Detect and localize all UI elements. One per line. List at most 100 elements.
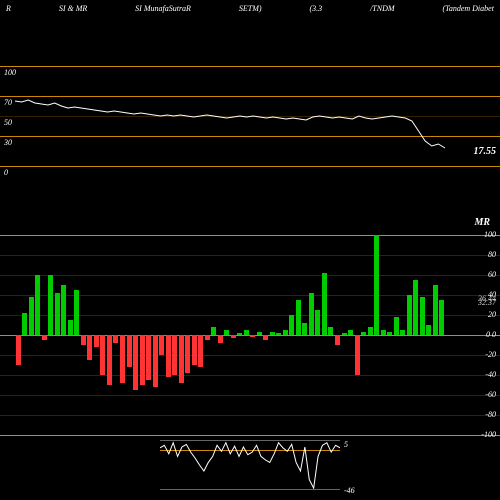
- mr-bar: [368, 327, 373, 335]
- gridline: [0, 415, 500, 416]
- gridline: [0, 275, 500, 276]
- mr-bar: [400, 330, 405, 335]
- mr-bar: [231, 335, 236, 338]
- mr-bar: [94, 335, 99, 347]
- mr-bar: [237, 333, 242, 335]
- mr-bar: [107, 335, 112, 385]
- mr-bar: [185, 335, 190, 373]
- mr-bar: [159, 335, 164, 355]
- mr-bar: [263, 335, 268, 340]
- mr-bar: [179, 335, 184, 383]
- axis-label: 0: [4, 168, 8, 177]
- gridline: [0, 435, 500, 436]
- mr-bar: [140, 335, 145, 385]
- axis-label: -46: [344, 486, 355, 495]
- axis-label: 80: [488, 250, 496, 259]
- value-label: 32.37: [478, 298, 496, 307]
- chart-header: R SI & MR SI MunafaSutraR SETM) (3.3 /TN…: [0, 0, 500, 17]
- mr-bar: [192, 335, 197, 365]
- mr-bar: [283, 330, 288, 335]
- axis-label: 5: [344, 440, 348, 449]
- mr-bar: [413, 280, 418, 335]
- mr-bar: [100, 335, 105, 375]
- mr-bar: [381, 330, 386, 335]
- mr-bar: [29, 297, 34, 335]
- mr-bar: [22, 313, 27, 335]
- mr-bar: [322, 273, 327, 335]
- mr-bar: [315, 310, 320, 335]
- header-item: (3.3: [309, 4, 322, 13]
- mr-bar: [276, 333, 281, 335]
- gridline: [0, 235, 500, 236]
- mr-bar: [61, 285, 66, 335]
- mini-line: [160, 441, 340, 489]
- mr-bar: [205, 335, 210, 340]
- mr-bar: [335, 335, 340, 345]
- axis-label: 100: [484, 230, 496, 239]
- mr-bar: [133, 335, 138, 390]
- axis-label: -40: [485, 370, 496, 379]
- gridline: [0, 355, 500, 356]
- mr-bar: [250, 335, 255, 337]
- header-item: (Tandem Diabet: [442, 4, 493, 13]
- mr-bar: [120, 335, 125, 383]
- mini-panel: 5-46: [160, 440, 340, 490]
- mr-bar: [342, 333, 347, 335]
- mr-bar: [153, 335, 158, 387]
- header-item: R: [6, 4, 11, 13]
- axis-label: -60: [485, 390, 496, 399]
- panel-title: MR: [474, 217, 490, 228]
- mr-bar: [348, 330, 353, 335]
- header-item: /TNDM: [370, 4, 394, 13]
- mr-bar: [309, 293, 314, 335]
- mr-bar: [302, 323, 307, 335]
- mr-bar: [172, 335, 177, 375]
- mr-bar: [407, 295, 412, 335]
- mr-bar: [328, 327, 333, 335]
- header-item: SETM): [239, 4, 262, 13]
- mr-bar: [16, 335, 21, 365]
- mr-bar: [113, 335, 118, 343]
- axis-label: -100: [481, 430, 496, 439]
- mr-bar: [68, 320, 73, 335]
- mr-bar: [289, 315, 294, 335]
- mr-bar: [211, 327, 216, 335]
- gridline: [0, 166, 500, 167]
- mr-bar: [35, 275, 40, 335]
- rsi-panel: 100705030017.55: [0, 66, 500, 166]
- mr-bar: [42, 335, 47, 340]
- mr-bar: [394, 317, 399, 335]
- mr-bar: [296, 300, 301, 335]
- mr-bar: [433, 285, 438, 335]
- mr-bar: [127, 335, 132, 367]
- mr-bar: [224, 330, 229, 335]
- mr-bar: [166, 335, 171, 377]
- mr-bar: [81, 335, 86, 345]
- mr-bar: [87, 335, 92, 360]
- axis-label: -20: [485, 350, 496, 359]
- gridline: [0, 375, 500, 376]
- mr-bar: [426, 325, 431, 335]
- mr-bar: [218, 335, 223, 343]
- header-item: SI & MR: [59, 4, 87, 13]
- mr-bar: [198, 335, 203, 367]
- gridline: [0, 255, 500, 256]
- rsi-line: [0, 66, 500, 166]
- axis-label: -80: [485, 410, 496, 419]
- mr-bar: [374, 235, 379, 335]
- mr-bar: [48, 275, 53, 335]
- axis-label: 0 0: [486, 330, 496, 339]
- current-value: 17.55: [474, 146, 497, 157]
- mr-bar: [387, 332, 392, 335]
- mr-bar: [439, 300, 444, 335]
- mr-bar: [244, 330, 249, 335]
- mr-bar: [55, 293, 60, 335]
- mr-bar: [420, 297, 425, 335]
- axis-label: 20: [488, 310, 496, 319]
- mr-bar: [146, 335, 151, 380]
- gridline: [0, 395, 500, 396]
- mr-bar: [74, 290, 79, 335]
- mr-bar: [355, 335, 360, 375]
- mr-bar: [361, 332, 366, 335]
- axis-label: 60: [488, 270, 496, 279]
